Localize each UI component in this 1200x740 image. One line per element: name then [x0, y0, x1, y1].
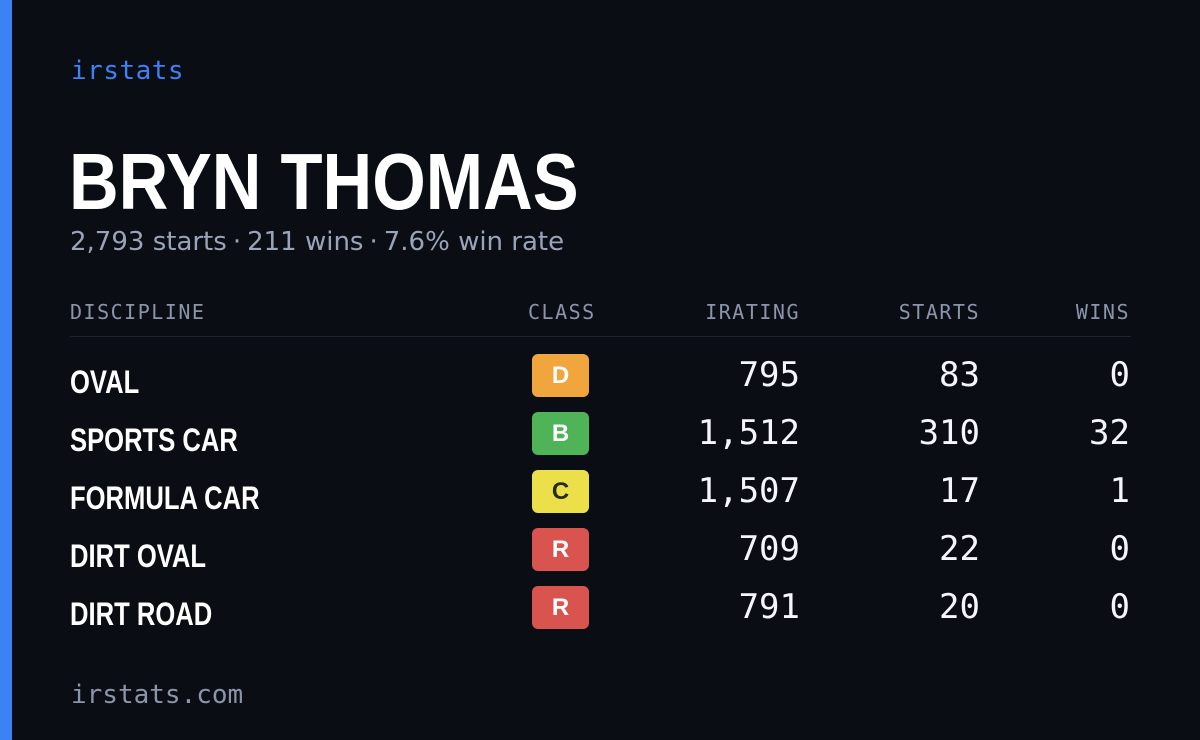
wins-value: 0 [1109, 587, 1130, 627]
irating-value: 1,507 [697, 471, 800, 511]
license-class-badge: R [532, 528, 589, 571]
summary-separator: · [369, 227, 378, 257]
summary-starts: 2,793 starts [70, 227, 227, 257]
irating-value: 709 [738, 529, 800, 569]
table-row: DIRT ROAD R 791 20 0 [70, 582, 1131, 640]
summary-win-rate: 7.6% win rate [383, 227, 565, 257]
irating-value: 1,512 [697, 413, 800, 453]
wins-value: 0 [1109, 529, 1130, 569]
header-starts: STARTS [898, 300, 980, 324]
discipline-table: OVAL D 795 83 0 SPORTS CAR B 1,512 310 3… [70, 350, 1131, 640]
header-wins: WINS [1075, 300, 1130, 324]
irating-value: 791 [738, 587, 800, 627]
starts-value: 22 [939, 529, 980, 569]
irating-value: 795 [738, 355, 800, 395]
brand-logo-text: irstats [71, 56, 185, 86]
table-row: DIRT OVAL R 709 22 0 [70, 524, 1131, 582]
table-row: FORMULA CAR C 1,507 17 1 [70, 466, 1131, 524]
starts-value: 310 [918, 413, 980, 453]
starts-value: 83 [939, 355, 980, 395]
discipline-name: DIRT ROAD [70, 596, 213, 632]
wins-value: 32 [1089, 413, 1130, 453]
discipline-name: FORMULA CAR [70, 480, 260, 516]
driver-summary: 2,793 starts · 211 wins · 7.6% win rate [70, 227, 564, 257]
footer-url: irstats.com [71, 680, 244, 710]
summary-separator: · [232, 227, 242, 257]
table-row: SPORTS CAR B 1,512 310 32 [70, 408, 1131, 466]
license-class-badge: B [532, 412, 589, 455]
discipline-name: SPORTS CAR [70, 422, 238, 458]
discipline-name: OVAL [70, 364, 140, 400]
table-header: DISCIPLINE CLASS IRATING STARTS WINS [70, 300, 1131, 337]
header-irating: IRATING [705, 300, 800, 324]
header-discipline: DISCIPLINE [70, 300, 206, 324]
driver-name: BRYN THOMAS [69, 137, 579, 226]
license-class-badge: R [532, 586, 589, 629]
accent-bar [0, 0, 12, 740]
summary-wins: 211 wins [247, 227, 364, 257]
discipline-name: DIRT OVAL [70, 538, 207, 574]
table-row: OVAL D 795 83 0 [70, 350, 1131, 408]
starts-value: 17 [939, 471, 980, 511]
wins-value: 0 [1109, 355, 1130, 395]
license-class-badge: C [532, 470, 589, 513]
license-class-badge: D [532, 354, 589, 397]
starts-value: 20 [939, 587, 980, 627]
wins-value: 1 [1109, 471, 1130, 511]
header-class: CLASS [528, 300, 596, 324]
